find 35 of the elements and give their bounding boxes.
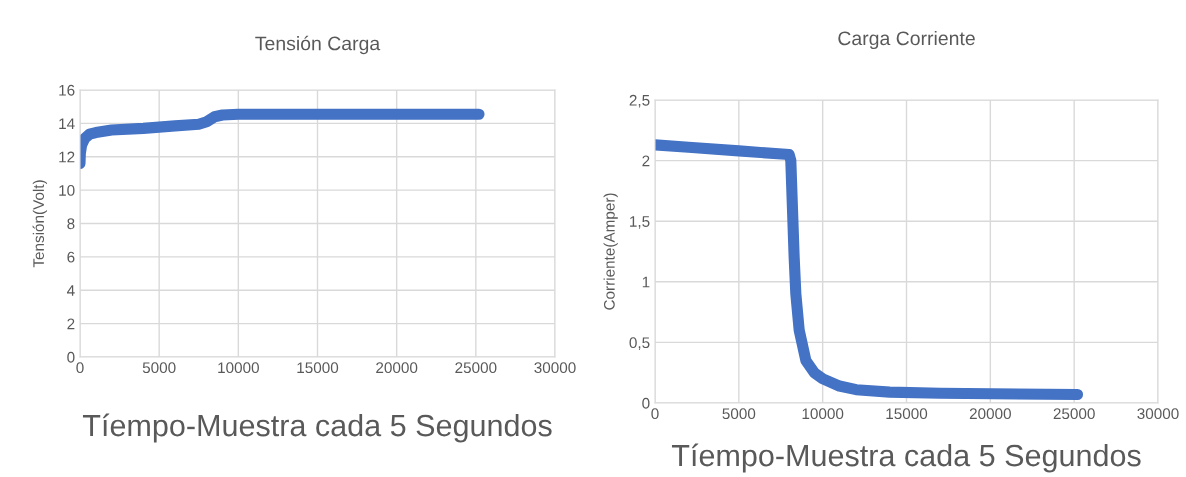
y-tick-label: 0,5 bbox=[629, 337, 650, 350]
y-tick-label: 0 bbox=[67, 351, 75, 363]
chart-title: Carga Corriente bbox=[838, 30, 975, 50]
y-tick-label: 2 bbox=[642, 155, 650, 167]
x-tick-label: 0 bbox=[76, 362, 84, 374]
x-tick-label: 15000 bbox=[297, 362, 339, 374]
y-tick-label: 1,5 bbox=[630, 216, 650, 229]
x-tick-label: 15000 bbox=[886, 408, 928, 420]
chart-title: Tensión Carga bbox=[255, 35, 381, 55]
y-tick-label: 12 bbox=[59, 151, 75, 163]
y-tick-label: 2 bbox=[67, 318, 75, 330]
y-tick-label: 6 bbox=[67, 251, 75, 263]
x-tick-label: 10000 bbox=[802, 408, 844, 420]
x-axis-title: Tíempo-Muestra cada 5 Segundos bbox=[671, 443, 1141, 473]
y-axis-title: Corriente(Amper) bbox=[603, 193, 618, 310]
y-axis-title: Tensión(Volt) bbox=[32, 180, 48, 268]
x-tick-label: 20000 bbox=[376, 362, 418, 374]
x-tick-label: 25000 bbox=[1053, 408, 1095, 420]
y-tick-label: 2,5 bbox=[629, 94, 650, 108]
x-tick-label: 5000 bbox=[722, 408, 756, 420]
x-tick-label: 5000 bbox=[142, 362, 176, 374]
y-tick-label: 16 bbox=[59, 84, 75, 96]
x-tick-label: 20000 bbox=[969, 408, 1011, 420]
y-tick-label: 1 bbox=[642, 276, 650, 288]
x-tick-label: 25000 bbox=[455, 362, 497, 374]
x-tick-label: 0 bbox=[651, 408, 659, 420]
y-tick-label: 8 bbox=[67, 218, 75, 230]
y-tick-label: 4 bbox=[66, 285, 75, 296]
x-tick-label: 30000 bbox=[534, 362, 576, 374]
y-tick-label: 10 bbox=[59, 184, 75, 196]
x-tick-label: 10000 bbox=[218, 362, 259, 374]
x-tick-label: 30000 bbox=[1137, 408, 1179, 420]
y-tick-label: 0 bbox=[642, 397, 650, 409]
x-axis-title: Tíempo-Muestra cada 5 Segundos bbox=[82, 413, 552, 443]
y-tick-label: 14 bbox=[59, 118, 75, 129]
